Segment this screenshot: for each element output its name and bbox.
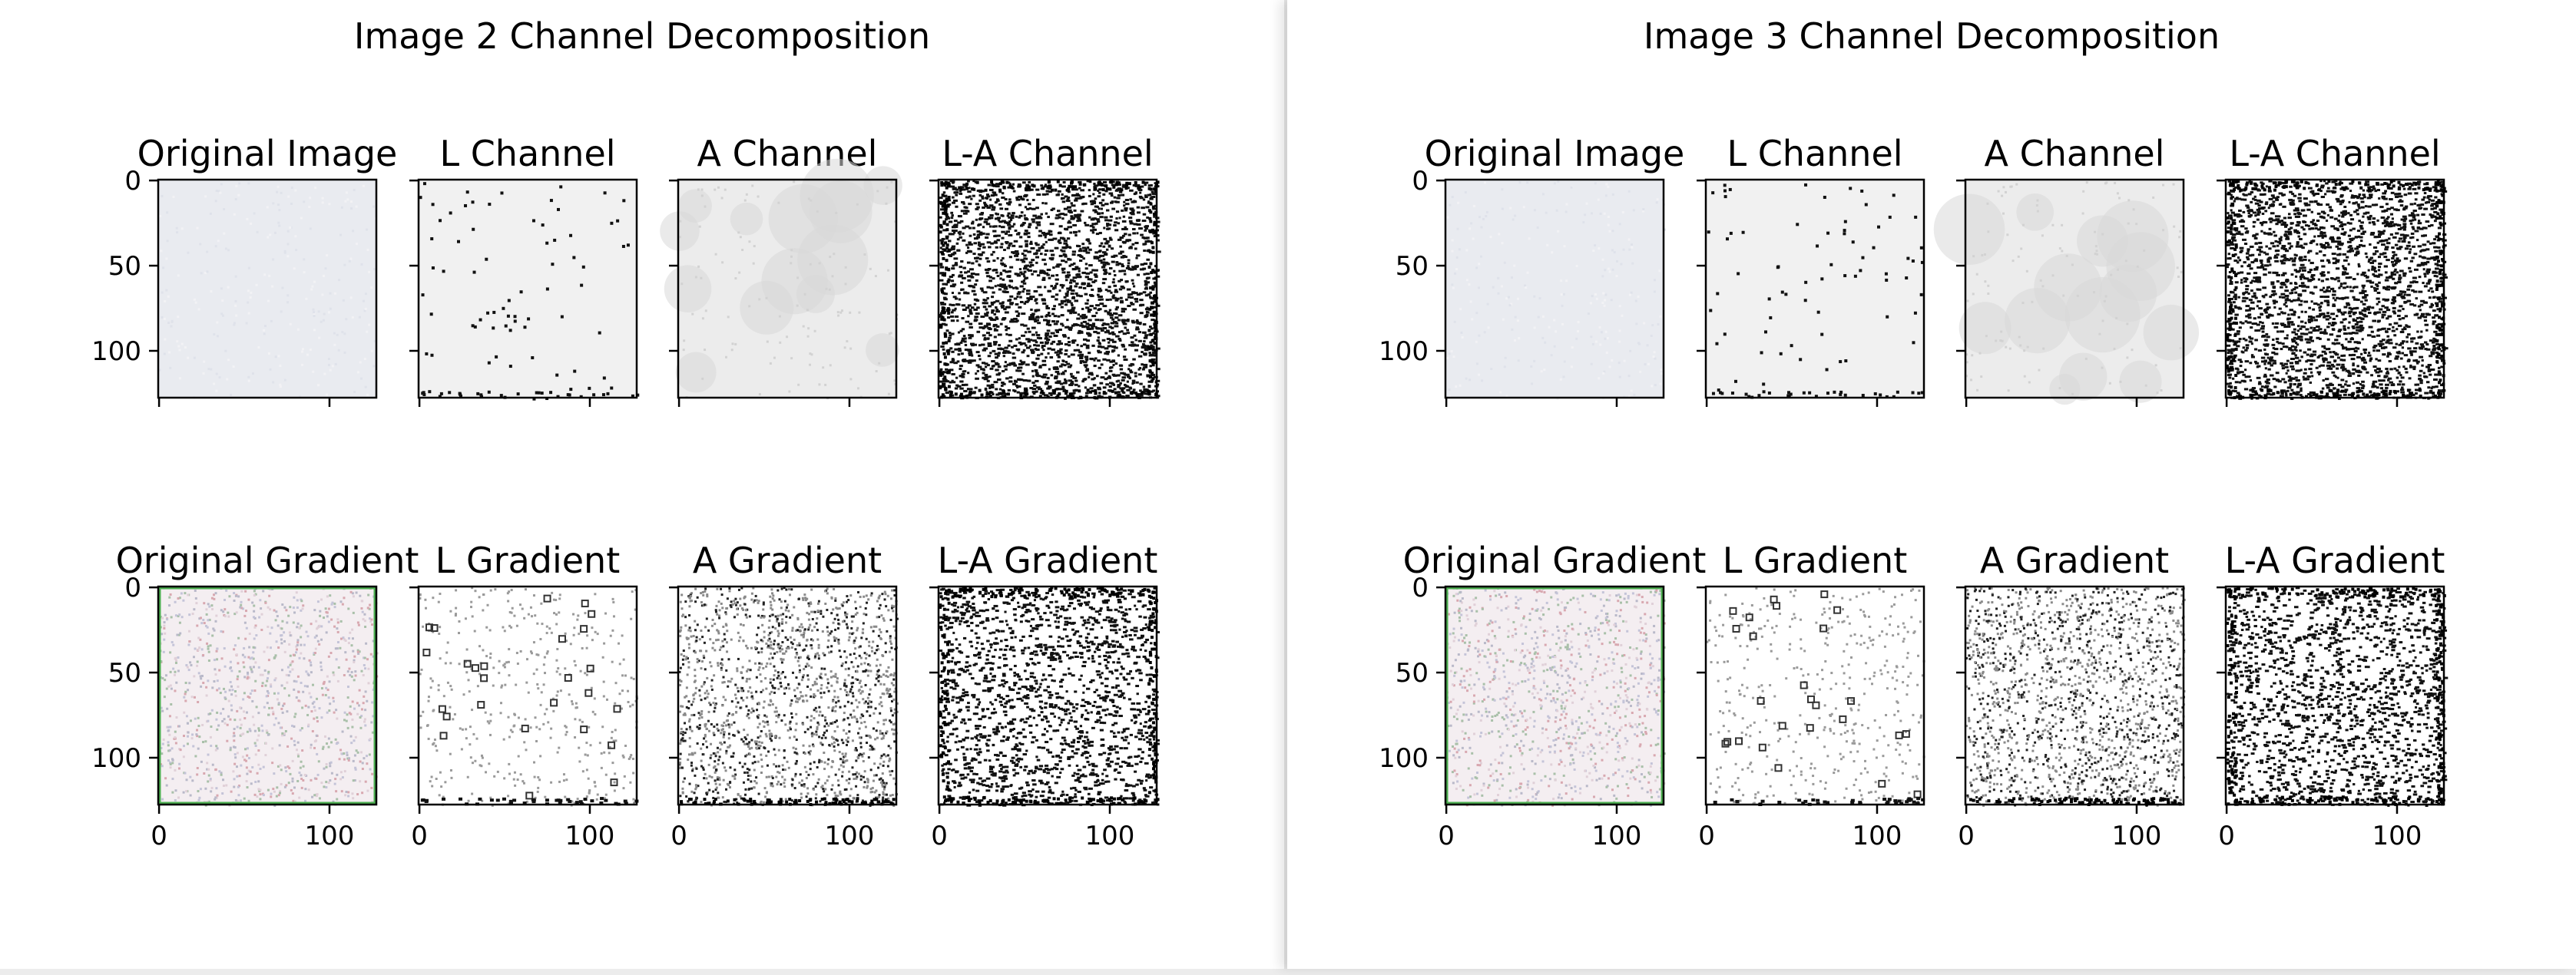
image-heatmap bbox=[939, 587, 1161, 807]
subplot-a-gradient: A Gradient 0 100 bbox=[1956, 540, 2186, 851]
subplot-title: L Gradient bbox=[1723, 540, 1907, 581]
subplot-title: L Gradient bbox=[435, 540, 620, 581]
subplot-title: Original Gradient bbox=[1403, 540, 1707, 581]
axes-frame bbox=[2224, 585, 2445, 806]
chart-figure-image-3: Image 3 Channel Decomposition Original Im… bbox=[1379, 15, 2449, 851]
y-tick-label: 0 bbox=[124, 166, 141, 197]
subplot-title: Original Gradient bbox=[116, 540, 419, 581]
image-heatmap bbox=[1706, 180, 1924, 399]
x-tick-label: 0 bbox=[931, 821, 948, 851]
axes-frame bbox=[937, 178, 1158, 399]
y-tick-label: 50 bbox=[1396, 251, 1429, 282]
x-tick-label: 100 bbox=[2112, 821, 2162, 851]
subplot-l-a-gradient: L-A Gradient 0 100 bbox=[929, 540, 1161, 851]
figure-window-image-2: Image 2 Channel Decomposition Original Im… bbox=[0, 0, 1284, 969]
subplot-title: L-A Gradient bbox=[2225, 540, 2445, 581]
subplot-title: L Channel bbox=[439, 133, 615, 174]
axes-frame bbox=[1704, 178, 1925, 399]
axes-frame bbox=[417, 585, 638, 806]
figure-title: Image 3 Channel Decomposition bbox=[1644, 15, 2220, 57]
image-heatmap bbox=[419, 587, 639, 807]
subplot-a-channel: A Channel bbox=[660, 133, 902, 407]
subplot-l-gradient: L Gradient 0 100 bbox=[409, 540, 639, 851]
subplot-title: L-A Channel bbox=[942, 133, 1153, 174]
subplot-l-a-channel: L-A Channel bbox=[929, 133, 1161, 407]
image-heatmap bbox=[158, 180, 377, 399]
axes-frame bbox=[1964, 585, 2185, 806]
subplot-a-gradient: A Gradient 0 100 bbox=[669, 540, 899, 851]
image-heatmap bbox=[2226, 587, 2449, 807]
y-tick-label: 100 bbox=[1379, 336, 1429, 367]
y-tick-label: 50 bbox=[1396, 658, 1429, 689]
x-tick-label: 100 bbox=[1592, 821, 1642, 851]
axes-frame bbox=[677, 585, 898, 806]
window-divider bbox=[1284, 0, 1287, 969]
y-tick-label: 50 bbox=[108, 251, 141, 282]
axes-frame bbox=[2224, 178, 2445, 399]
x-tick-label: 0 bbox=[670, 821, 687, 851]
subplot-l-channel: L Channel bbox=[409, 133, 640, 407]
y-tick-label: 100 bbox=[91, 336, 141, 367]
image-heatmap bbox=[419, 180, 640, 401]
axes-frame bbox=[1444, 585, 1665, 806]
image-heatmap bbox=[158, 587, 379, 807]
x-tick-label: 0 bbox=[411, 821, 428, 851]
x-tick-label: 100 bbox=[1085, 821, 1135, 851]
subplot-title: A Channel bbox=[1985, 133, 2165, 174]
axes-frame bbox=[1964, 178, 2185, 399]
image-heatmap bbox=[1933, 180, 2200, 405]
figure-title: Image 2 Channel Decomposition bbox=[354, 15, 930, 57]
x-tick-label: 0 bbox=[2218, 821, 2235, 851]
axes-frame bbox=[677, 178, 898, 399]
y-tick-label: 100 bbox=[1379, 743, 1429, 774]
axes-frame bbox=[157, 585, 378, 806]
image-heatmap bbox=[2226, 180, 2449, 400]
y-tick-label: 0 bbox=[1412, 573, 1429, 603]
subplot-title: L-A Gradient bbox=[938, 540, 1158, 581]
subplot-title: Original Image bbox=[1425, 133, 1685, 174]
axes-frame bbox=[417, 178, 638, 399]
x-tick-label: 100 bbox=[565, 821, 615, 851]
image-heatmap bbox=[1965, 587, 2186, 807]
y-tick-label: 0 bbox=[1412, 166, 1429, 197]
axes-frame bbox=[157, 178, 378, 399]
image-heatmap bbox=[939, 180, 1161, 400]
x-tick-label: 100 bbox=[1853, 821, 1902, 851]
axes-frame bbox=[937, 585, 1158, 806]
subplot-l-a-gradient: L-A Gradient 0 100 bbox=[2217, 540, 2449, 851]
x-tick-label: 0 bbox=[1438, 821, 1455, 851]
x-tick-label: 0 bbox=[1958, 821, 1975, 851]
image-heatmap bbox=[1445, 587, 1666, 807]
subplot-title: A Gradient bbox=[693, 540, 882, 581]
x-tick-label: 0 bbox=[151, 821, 167, 851]
x-tick-label: 0 bbox=[1698, 821, 1715, 851]
subplot-title: L Channel bbox=[1727, 133, 1902, 174]
y-tick-label: 100 bbox=[91, 743, 141, 774]
x-tick-label: 100 bbox=[2372, 821, 2422, 851]
axes-frame bbox=[1704, 585, 1925, 806]
image-heatmap bbox=[1445, 180, 1666, 400]
figure-window-image-3: Image 3 Channel Decomposition Original Im… bbox=[1287, 0, 2576, 969]
x-tick-label: 100 bbox=[825, 821, 875, 851]
subplot-title: Original Image bbox=[137, 133, 398, 174]
subplot-l-a-channel: L-A Channel bbox=[2217, 133, 2449, 407]
x-tick-label: 100 bbox=[305, 821, 355, 851]
y-tick-label: 0 bbox=[124, 573, 141, 603]
subplot-l-channel: L Channel bbox=[1697, 133, 1925, 407]
image-heatmap bbox=[660, 158, 902, 400]
chart-figure-image-2: Image 2 Channel Decomposition Original Im… bbox=[91, 15, 1161, 851]
subplot-a-channel: A Channel bbox=[1933, 133, 2200, 407]
y-tick-label: 50 bbox=[108, 658, 141, 689]
axes-frame bbox=[1444, 178, 1665, 399]
image-heatmap bbox=[1706, 587, 1925, 806]
subplot-l-gradient: L Gradient 0 100 bbox=[1697, 540, 1925, 851]
subplot-title: L-A Channel bbox=[2229, 133, 2440, 174]
subplot-title: A Gradient bbox=[1980, 540, 2169, 581]
image-heatmap bbox=[678, 587, 899, 807]
